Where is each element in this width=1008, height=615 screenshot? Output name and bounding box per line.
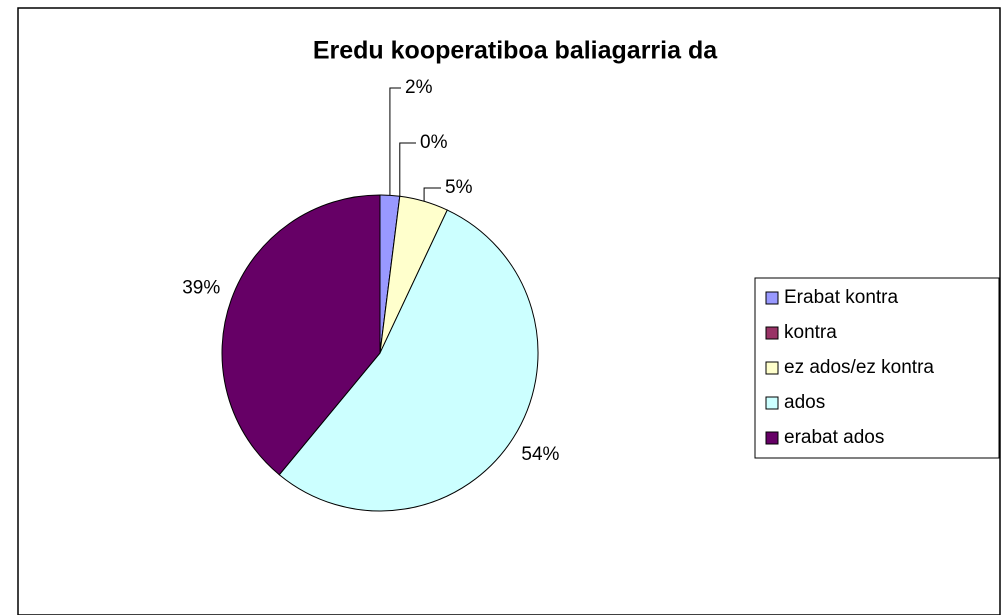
legend-label: Erabat kontra <box>784 287 898 308</box>
legend-label: kontra <box>784 322 837 343</box>
legend-label: ados <box>784 392 825 413</box>
leader-line <box>389 87 401 196</box>
leader-line <box>399 142 416 197</box>
data-label: 54% <box>521 444 559 465</box>
legend-swatch <box>765 431 779 445</box>
legend-label: ez ados/ez kontra <box>784 357 934 378</box>
leader-line <box>423 187 441 202</box>
chart-title: Eredu kooperatiboa baliagarria da <box>313 37 718 65</box>
legend-swatch <box>765 291 779 305</box>
pie-slice <box>278 209 539 512</box>
legend-box <box>754 277 1000 459</box>
pie-slice <box>221 194 381 476</box>
legend-swatch <box>765 361 779 375</box>
data-label: 2% <box>405 77 433 98</box>
data-label: 0% <box>420 132 448 153</box>
legend-swatch <box>765 326 779 340</box>
legend-label: erabat ados <box>784 427 884 448</box>
legend-swatch <box>765 396 779 410</box>
data-label: 39% <box>182 278 220 299</box>
data-label: 5% <box>445 177 473 198</box>
